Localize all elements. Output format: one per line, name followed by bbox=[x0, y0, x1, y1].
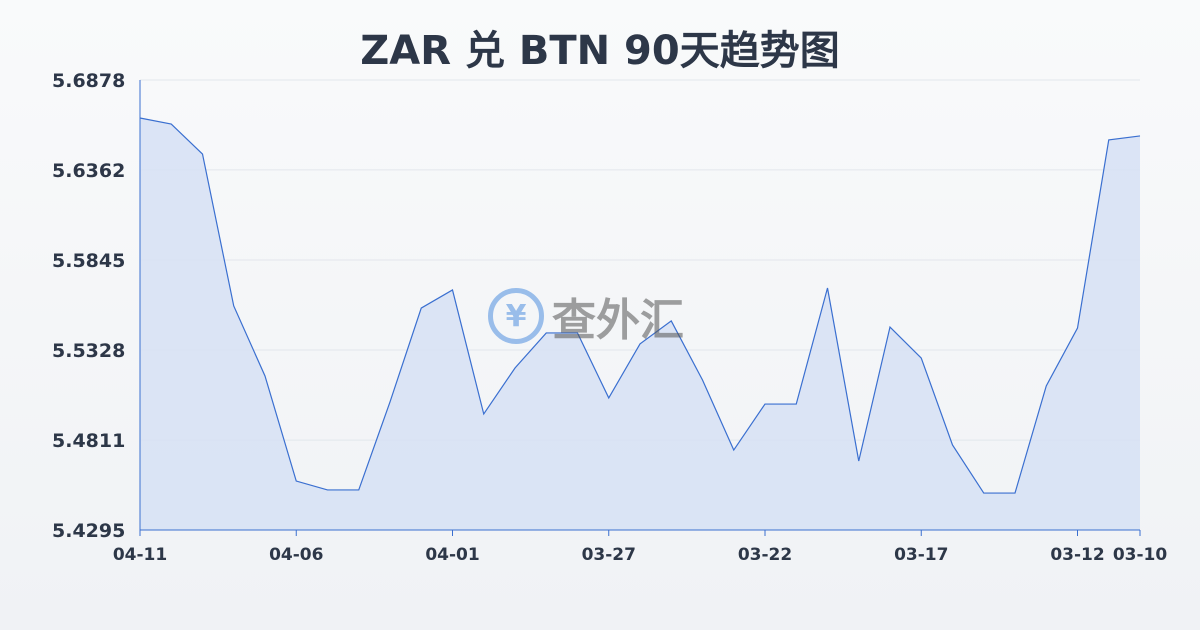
y-tick-label: 5.6362 bbox=[52, 160, 125, 182]
x-tick-label: 03-22 bbox=[738, 545, 792, 565]
y-tick-label: 5.6878 bbox=[52, 70, 125, 92]
yen-exchange-icon: ¥ bbox=[488, 288, 544, 344]
y-tick-label: 5.5845 bbox=[52, 250, 125, 272]
x-tick-label: 03-12 bbox=[1050, 545, 1104, 565]
x-tick-label: 03-27 bbox=[582, 545, 636, 565]
y-tick-label: 5.4811 bbox=[52, 430, 125, 452]
x-tick-label: 03-17 bbox=[894, 545, 948, 565]
area-fill bbox=[140, 117, 1140, 530]
x-tick-label: 03-10 bbox=[1113, 545, 1168, 565]
y-tick-label: 5.4295 bbox=[52, 520, 125, 542]
x-tick-label: 04-01 bbox=[425, 545, 479, 565]
y-tick-label: 5.5328 bbox=[52, 340, 125, 362]
chart-title: ZAR 兑 BTN 90天趋势图 bbox=[360, 28, 840, 74]
watermark: ¥ 查外汇 bbox=[488, 284, 684, 348]
x-tick-label: 04-06 bbox=[269, 545, 323, 565]
x-tick-label: 04-11 bbox=[113, 545, 167, 565]
watermark-text: 查外汇 bbox=[552, 295, 684, 346]
